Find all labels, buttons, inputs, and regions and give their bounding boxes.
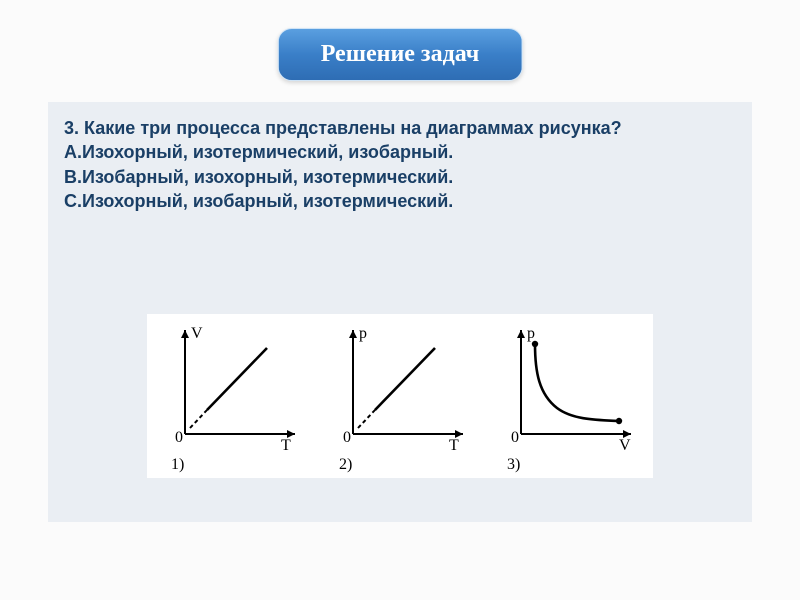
chart-1: 0 V T 1): [157, 322, 307, 472]
chart-2-curve: [358, 348, 435, 428]
chart-2-origin: 0: [343, 429, 351, 446]
chart-1-xlabel: T: [281, 437, 291, 454]
slide: Решение задач 3. Какие три процесса пред…: [0, 0, 800, 600]
chart-1-ylabel: V: [191, 325, 203, 342]
chart-2-svg: 0 p T: [325, 322, 475, 457]
chart-3-origin: 0: [511, 429, 519, 446]
chart-1-number: 1): [171, 456, 184, 474]
chart-2-xlabel: T: [449, 437, 459, 454]
chart-3-ylabel: p: [527, 325, 535, 342]
chart-2: 0 p T 2): [325, 322, 475, 472]
chart-3: 0 p V 3): [493, 322, 643, 472]
chart-1-svg: 0 V T: [157, 322, 307, 457]
option-b: В.Изобарный, изохорный, изотермический.: [64, 165, 736, 189]
chart-3-curve: [532, 341, 622, 424]
chart-1-axes: [181, 330, 295, 438]
title-text: Решение задач: [321, 41, 480, 67]
question-block: 3. Какие три процесса представлены на ди…: [64, 116, 736, 213]
option-c: С.Изохорный, изобарный, изотермический.: [64, 189, 736, 213]
title-pill: Решение задач: [278, 28, 523, 81]
chart-2-axes: [349, 330, 463, 438]
chart-2-ylabel: p: [359, 325, 367, 342]
chart-1-origin: 0: [175, 429, 183, 446]
chart-3-xlabel: V: [619, 437, 631, 454]
chart-3-svg: 0 p V: [493, 322, 643, 457]
chart-1-curve: [190, 348, 267, 428]
question-panel: 3. Какие три процесса представлены на ди…: [48, 102, 752, 522]
charts-row: 0 V T 1): [147, 314, 653, 478]
option-a: А.Изохорный, изотермический, изобарный.: [64, 140, 736, 164]
chart-3-number: 3): [507, 456, 520, 474]
chart-2-number: 2): [339, 456, 352, 474]
question-prompt: 3. Какие три процесса представлены на ди…: [64, 116, 736, 140]
